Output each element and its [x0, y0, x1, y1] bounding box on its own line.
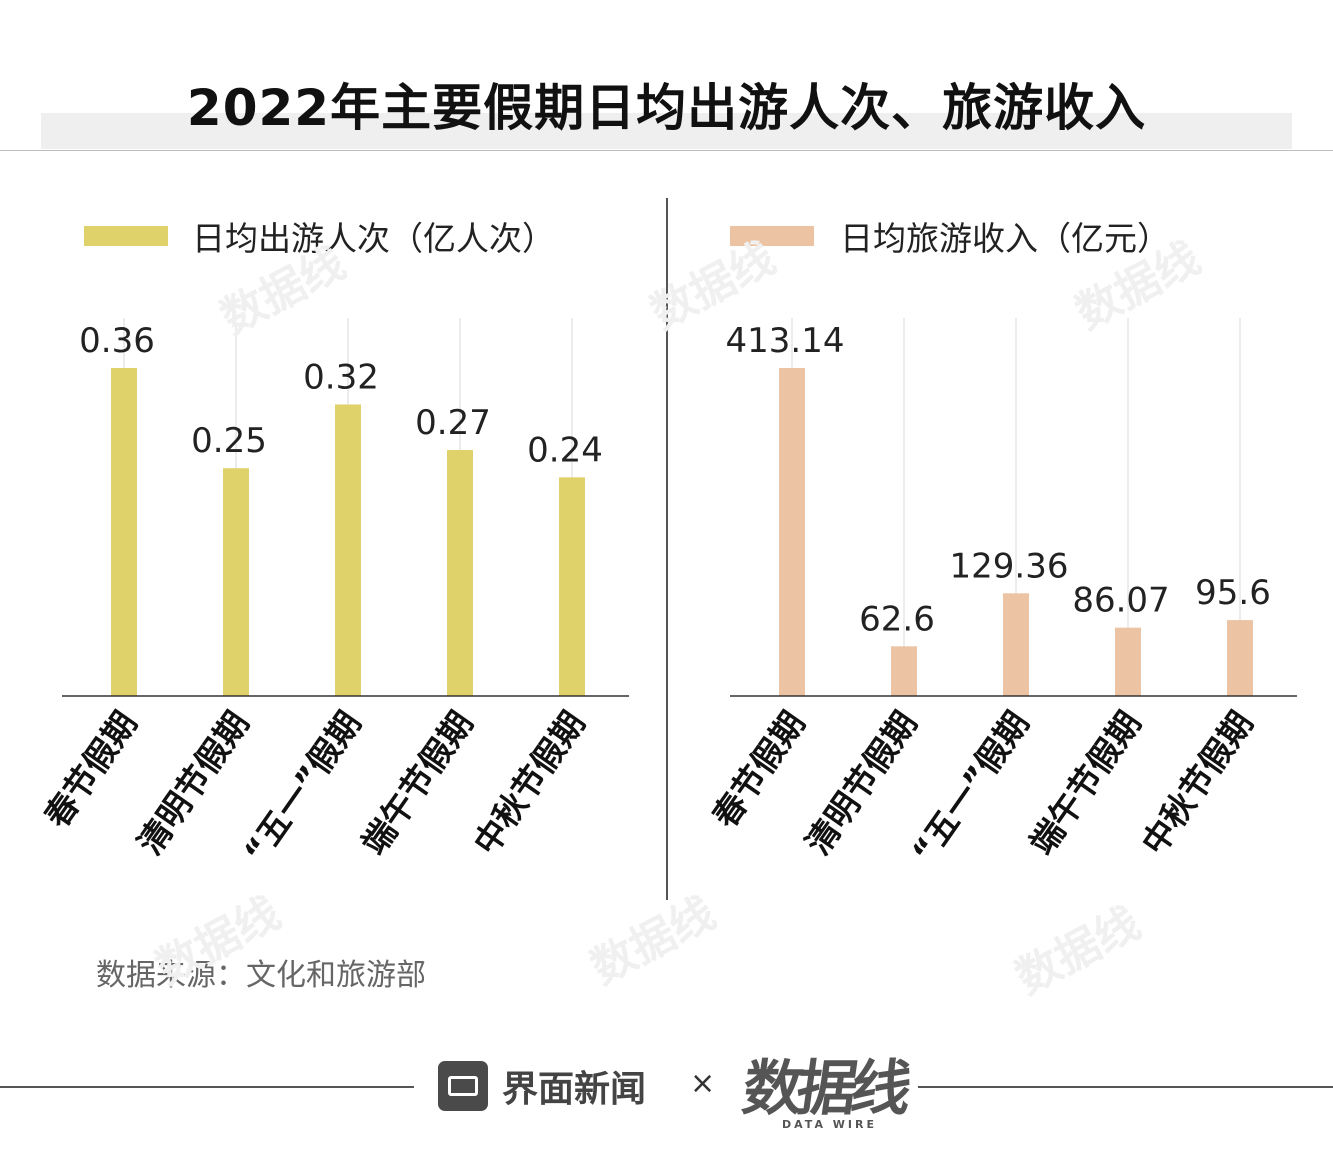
datawire-logo-sub: DATA WIRE [782, 1118, 877, 1131]
bar-1 [223, 468, 249, 696]
bar-1 [891, 646, 917, 696]
watermark-5: 数据线 [1007, 897, 1149, 1005]
category-label-4: 中秋节假期 [1134, 704, 1261, 862]
category-label-3: 端午节假期 [1022, 704, 1149, 862]
value-label-0: 0.36 [79, 321, 155, 361]
bar-4 [559, 477, 585, 696]
datawire-logo: 数据线 DATA WIRE [738, 1040, 910, 1132]
value-label-4: 95.6 [1195, 573, 1271, 613]
bar-3 [1115, 627, 1141, 696]
legend-label-revenue: 日均旅游收入（亿元） [840, 219, 1170, 258]
jiemian-brand-name: 界面新闻 [502, 1069, 647, 1110]
footer-line-right [918, 1086, 1333, 1088]
value-label-2: 0.32 [303, 357, 379, 397]
legend-label-visitors: 日均出游人次（亿人次） [192, 219, 555, 258]
bar-0 [779, 368, 805, 696]
bar-2 [335, 404, 361, 696]
category-label-0: 春节假期 [705, 704, 813, 834]
value-label-1: 0.25 [191, 421, 267, 461]
jiemian-logo-icon [438, 1061, 488, 1111]
value-label-3: 86.07 [1072, 581, 1169, 621]
bar-4 [1227, 620, 1253, 696]
title-rule [0, 150, 1333, 151]
jiemian-brand: 界面新闻 [438, 1060, 646, 1112]
value-label-0: 413.14 [726, 321, 845, 361]
value-label-2: 129.36 [950, 546, 1069, 586]
footer-line-left [0, 1086, 414, 1088]
title-band [41, 113, 1292, 149]
value-label-1: 62.6 [859, 599, 935, 639]
datawire-logo-mark: 数据线 [738, 1054, 911, 1124]
bar-3 [447, 450, 473, 696]
bar-2 [1003, 593, 1029, 696]
legend-swatch-visitors [84, 226, 168, 246]
chart-divider [666, 198, 668, 900]
revenue-bar-chart: 413.14 春节假期 62.6 清明节假期 129.36 “五一”假期 86.07 端午节假… [705, 318, 1297, 870]
visitors-bar-chart: 0.36春节假期0.25清明节假期0.32“五一”假期0.27端午节假期0.24… [37, 318, 629, 870]
times-sign: × [690, 1066, 716, 1101]
page-title: 2022年主要假期日均出游人次、旅游收入 [186, 79, 1147, 137]
value-label-3: 0.27 [415, 403, 491, 443]
data-source: 数据来源：文化和旅游部 [96, 958, 426, 993]
category-label-2: “五一”假期 [904, 704, 1037, 870]
value-label-4: 0.24 [527, 430, 603, 470]
legend-swatch-revenue [730, 226, 814, 246]
category-label-1: 清明节假期 [798, 704, 925, 862]
bar-0 [111, 368, 137, 696]
